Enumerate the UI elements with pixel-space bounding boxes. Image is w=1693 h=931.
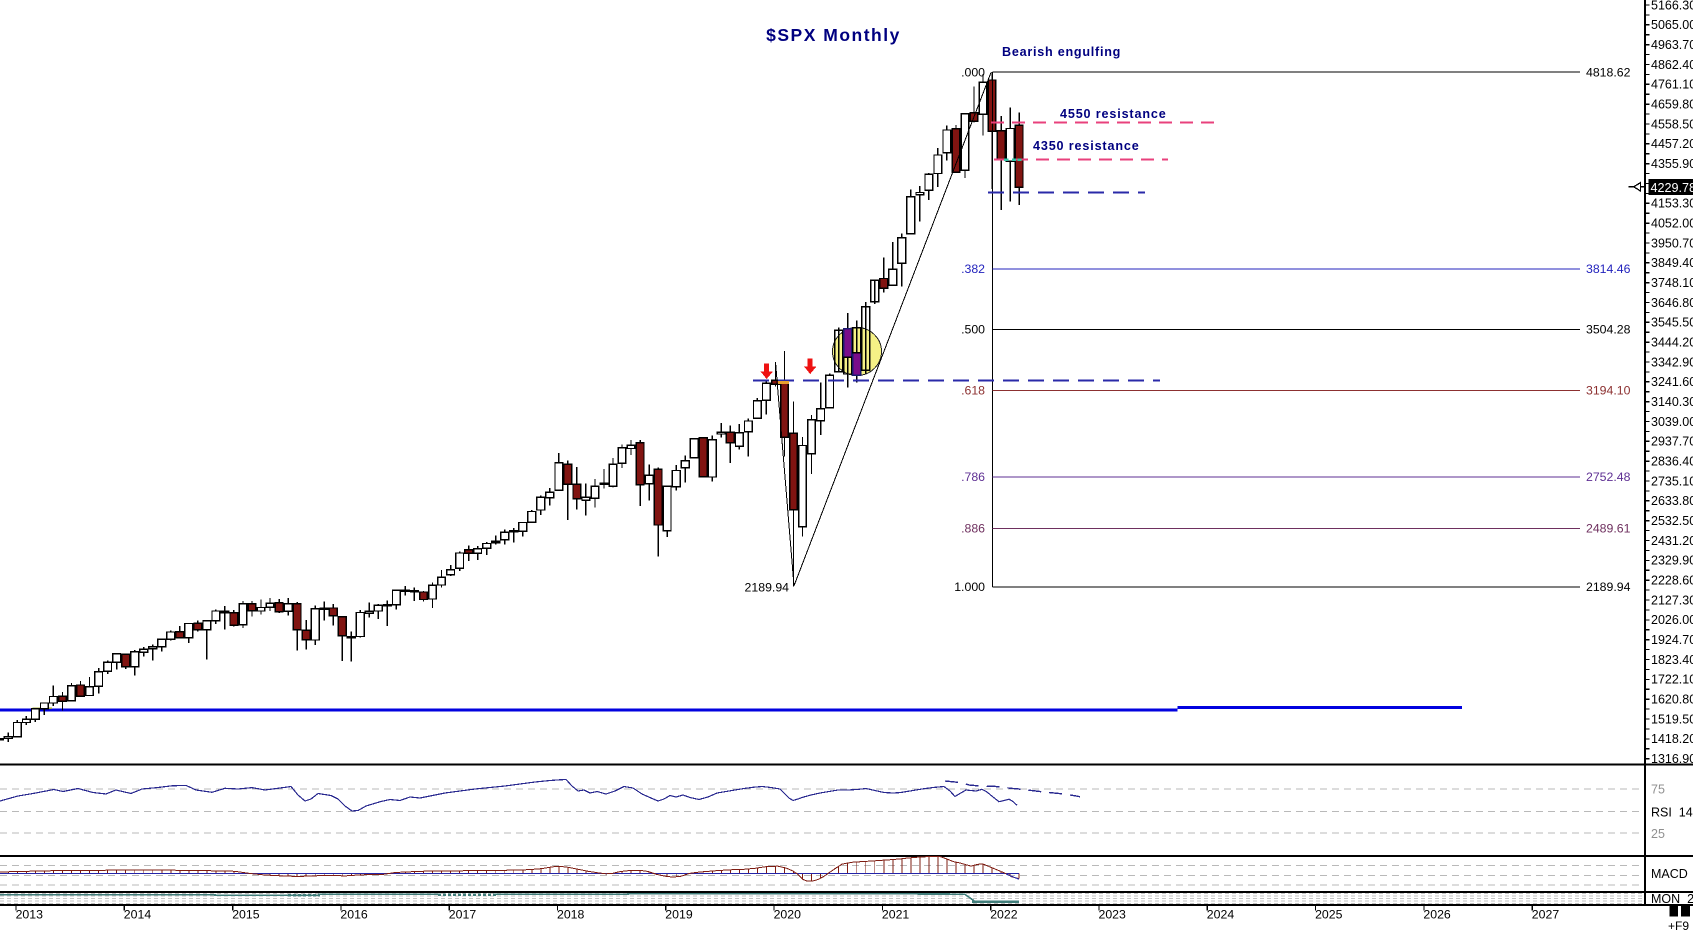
svg-text:2937.70: 2937.70	[1651, 435, 1693, 449]
svg-text:3342.90: 3342.90	[1651, 355, 1693, 369]
svg-text:3444.20: 3444.20	[1651, 336, 1693, 350]
svg-text:+F9: +F9	[1668, 919, 1689, 931]
svg-text:1.000: 1.000	[954, 580, 985, 594]
svg-text:2022: 2022	[990, 908, 1018, 922]
svg-text:2016: 2016	[340, 908, 368, 922]
svg-text:2026.00: 2026.00	[1651, 613, 1693, 627]
svg-text:4963.70: 4963.70	[1651, 38, 1693, 52]
svg-text:2431.20: 2431.20	[1651, 534, 1693, 548]
svg-text:3140.30: 3140.30	[1651, 395, 1693, 409]
svg-text:.500: .500	[961, 323, 985, 337]
svg-text:4229.78: 4229.78	[1651, 181, 1693, 195]
svg-text:2025: 2025	[1315, 908, 1343, 922]
svg-text:5166.30: 5166.30	[1651, 0, 1693, 12]
svg-text:2329.90: 2329.90	[1651, 554, 1693, 568]
svg-text:3241.60: 3241.60	[1651, 375, 1693, 389]
svg-text:2021: 2021	[882, 908, 910, 922]
svg-text:25: 25	[1651, 827, 1665, 841]
svg-text:2532.50: 2532.50	[1651, 514, 1693, 528]
svg-text:75: 75	[1651, 782, 1665, 796]
svg-text:2489.61: 2489.61	[1586, 522, 1631, 536]
svg-text:4457.20: 4457.20	[1651, 137, 1693, 151]
svg-text:.382: .382	[961, 262, 985, 276]
svg-text:2017: 2017	[449, 908, 477, 922]
svg-text:2019: 2019	[665, 908, 693, 922]
svg-text:2015: 2015	[232, 908, 260, 922]
svg-text:2752.48: 2752.48	[1586, 470, 1631, 484]
svg-text:4355.90: 4355.90	[1651, 157, 1693, 171]
svg-text:1924.70: 1924.70	[1651, 633, 1693, 647]
svg-text:4153.30: 4153.30	[1651, 197, 1693, 211]
svg-text:4761.10: 4761.10	[1651, 78, 1693, 92]
svg-text:2024: 2024	[1207, 908, 1235, 922]
svg-text:2013: 2013	[16, 908, 44, 922]
svg-text:1519.50: 1519.50	[1651, 712, 1693, 726]
svg-text:2189.94: 2189.94	[1586, 580, 1631, 594]
svg-text:2018: 2018	[557, 908, 585, 922]
svg-text:MACD: MACD	[1651, 867, 1688, 881]
svg-text:.000: .000	[961, 65, 985, 79]
svg-text:MON 20: MON 20	[1651, 892, 1693, 906]
svg-text:3849.40: 3849.40	[1651, 256, 1693, 270]
svg-text:3814.46: 3814.46	[1586, 262, 1631, 276]
svg-text:1418.20: 1418.20	[1651, 732, 1693, 746]
svg-text:2735.10: 2735.10	[1651, 474, 1693, 488]
svg-text:2633.80: 2633.80	[1651, 494, 1693, 508]
svg-text:2027: 2027	[1532, 908, 1560, 922]
svg-text:3748.10: 3748.10	[1651, 276, 1693, 290]
svg-text:4659.80: 4659.80	[1651, 98, 1693, 112]
svg-text:4558.50: 4558.50	[1651, 117, 1693, 131]
svg-text:2836.40: 2836.40	[1651, 455, 1693, 469]
svg-text:4052.00: 4052.00	[1651, 217, 1693, 231]
svg-text:1722.10: 1722.10	[1651, 673, 1693, 687]
svg-text:5065.00: 5065.00	[1651, 18, 1693, 32]
svg-text:1823.40: 1823.40	[1651, 653, 1693, 667]
svg-text:3039.00: 3039.00	[1651, 415, 1693, 429]
svg-text:4818.62: 4818.62	[1586, 65, 1631, 79]
svg-text:3504.28: 3504.28	[1586, 323, 1631, 337]
svg-text:3950.70: 3950.70	[1651, 236, 1693, 250]
svg-text:1316.90: 1316.90	[1651, 752, 1693, 766]
svg-text:3194.10: 3194.10	[1586, 384, 1631, 398]
svg-text:2023: 2023	[1099, 908, 1127, 922]
svg-text:Bearish engulfing: Bearish engulfing	[1002, 45, 1121, 59]
svg-text:.786: .786	[961, 470, 985, 484]
svg-text:2189.94: 2189.94	[745, 581, 790, 595]
svg-text:4862.40: 4862.40	[1651, 58, 1693, 72]
svg-text:.618: .618	[961, 384, 985, 398]
svg-text:2228.60: 2228.60	[1651, 574, 1693, 588]
svg-text:2127.30: 2127.30	[1651, 593, 1693, 607]
svg-text:3646.80: 3646.80	[1651, 296, 1693, 310]
svg-text:2014: 2014	[124, 908, 152, 922]
svg-text:4350 resistance: 4350 resistance	[1033, 139, 1140, 153]
svg-text:2026: 2026	[1423, 908, 1451, 922]
svg-text:RSI 14,9: RSI 14,9	[1651, 806, 1693, 820]
svg-text:2020: 2020	[774, 908, 802, 922]
svg-text:.886: .886	[961, 522, 985, 536]
svg-text:$SPX Monthly: $SPX Monthly	[766, 25, 901, 45]
svg-text:4550 resistance: 4550 resistance	[1060, 107, 1167, 121]
svg-text:3545.50: 3545.50	[1651, 316, 1693, 330]
svg-text:1620.80: 1620.80	[1651, 693, 1693, 707]
